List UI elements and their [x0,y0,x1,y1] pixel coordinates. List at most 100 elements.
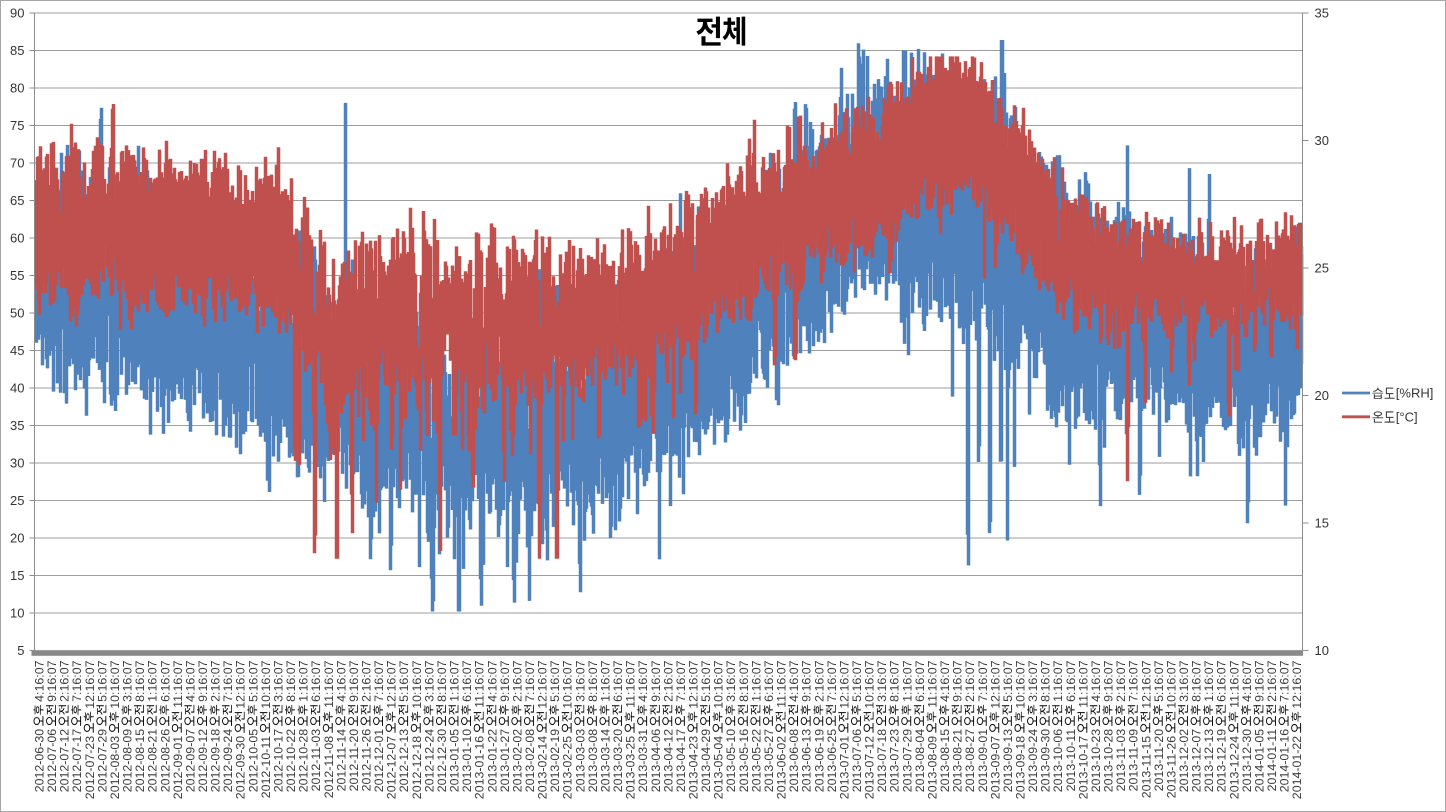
svg-text:12:16:072013-07-01: 12:16:072013-07-01 [837,660,851,799]
svg-text:5:16:072012-07-29: 5:16:072012-07-29 [95,660,109,792]
svg-text:6:16:072012-08-26: 6:16:072012-08-26 [158,660,172,792]
svg-text:9:16:072014-01-05: 9:16:072014-01-05 [1252,660,1266,792]
svg-text:50: 50 [10,306,24,321]
svg-text:5:16:072013-09-13: 5:16:072013-09-13 [1001,660,1015,792]
svg-text:6:16:072013-03-20: 6:16:072013-03-20 [611,660,625,792]
svg-text:6:16:072013-10-11: 6:16:072013-10-11 [1064,660,1078,791]
svg-text:12:16:072012-07-23: 12:16:072012-07-23 [83,660,97,799]
svg-text:11:16:072012-11-08: 11:16:072012-11-08 [322,660,336,798]
svg-text:11:16:072013-06-02: 11:16:072013-06-02 [775,660,789,799]
svg-text:1:16:072013-10-06: 1:16:072013-10-06 [1051,660,1065,792]
svg-text:6:16:072013-05-27: 6:16:072013-05-27 [762,660,776,792]
svg-text:5:16:072013-07-06: 5:16:072013-07-06 [850,660,864,792]
svg-text:15: 15 [10,568,24,583]
svg-text:8:16:072013-05-16: 8:16:072013-05-16 [737,660,751,792]
svg-text:7:16:072013-11-09: 7:16:072013-11-09 [1127,660,1141,791]
svg-text:5:16:072013-11-20: 5:16:072013-11-20 [1152,660,1166,791]
svg-text:3:16:072013-03-03: 3:16:072013-03-03 [573,660,587,792]
svg-text:90: 90 [10,6,24,21]
svg-text:4:16:072013-06-08: 4:16:072013-06-08 [787,660,801,792]
svg-text:9:16:072013-06-13: 9:16:072013-06-13 [800,660,814,792]
svg-text:8:16:072013-09-30: 8:16:072013-09-30 [1039,660,1053,792]
svg-text:5:16:072013-04-29: 5:16:072013-04-29 [699,660,713,792]
svg-text:35: 35 [1315,6,1329,21]
svg-text:2:16:072013-02-02: 2:16:072013-02-02 [510,660,524,792]
svg-text:25: 25 [10,493,24,508]
svg-text:8:16:072013-07-23: 8:16:072013-07-23 [888,660,902,792]
svg-text:25: 25 [1315,261,1329,276]
svg-text:12:16:072012-12-07: 12:16:072012-12-07 [385,660,399,799]
svg-text:11:16:072012-09-01: 11:16:072012-09-01 [171,660,185,799]
svg-text:6:16:072013-08-04: 6:16:072013-08-04 [913,660,927,792]
svg-text:9:16:072013-04-06: 9:16:072013-04-06 [649,660,663,792]
svg-text:2:16:072013-06-19: 2:16:072013-06-19 [812,660,826,792]
svg-text:1:16:072013-03-14: 1:16:072013-03-14 [599,660,613,792]
svg-text:30: 30 [10,456,24,471]
svg-text:6:16:072012-11-03: 6:16:072012-11-03 [309,660,323,791]
svg-text:6:16:072013-12-19: 6:16:072013-12-19 [1215,660,1229,792]
svg-text:9:16:072012-11-20: 9:16:072012-11-20 [347,660,361,791]
svg-text:5:16:072012-10-05: 5:16:072012-10-05 [246,660,260,792]
svg-text:2:16:072012-11-26: 2:16:072012-11-26 [360,660,374,791]
svg-text:4:16:072013-03-31: 4:16:072013-03-31 [636,660,650,792]
svg-text:10: 10 [10,606,24,621]
svg-text:6:16:072013-01-10: 6:16:072013-01-10 [460,660,474,792]
svg-text:12:16:072014-01-22: 12:16:072014-01-22 [1290,660,1304,799]
svg-text:1:16:072013-07-29: 1:16:072013-07-29 [900,660,914,792]
svg-text:11:16:072013-08-09: 11:16:072013-08-09 [925,660,939,799]
svg-text:11:16:072013-10-17: 11:16:072013-10-17 [1076,660,1090,799]
svg-text:10:16:072013-05-04: 10:16:072013-05-04 [712,660,726,799]
svg-text:15: 15 [1315,516,1329,531]
svg-text:80: 80 [10,81,24,96]
svg-text:3:16:072012-08-09: 3:16:072012-08-09 [121,660,135,792]
svg-text:9:16:072013-01-27: 9:16:072013-01-27 [498,660,512,792]
svg-text:7:16:072012-09-24: 7:16:072012-09-24 [221,660,235,792]
svg-text:20: 20 [10,531,24,546]
svg-text:8:16:072013-12-07: 8:16:072013-12-07 [1190,660,1204,792]
svg-text:10:16:072013-07-12: 10:16:072013-07-12 [863,660,877,799]
svg-text:2:16:072013-08-27: 2:16:072013-08-27 [963,660,977,792]
svg-text:9:16:072013-10-28: 9:16:072013-10-28 [1102,660,1116,792]
svg-text:4:16:072013-01-22: 4:16:072013-01-22 [485,660,499,792]
svg-text:[%RH]: [%RH] [1396,386,1434,401]
svg-text:1:16:072012-10-28: 1:16:072012-10-28 [297,660,311,792]
svg-text:40: 40 [10,381,24,396]
svg-text:7:16:072013-06-25: 7:16:072013-06-25 [825,660,839,792]
svg-text:11:16:072013-01-16: 11:16:072013-01-16 [473,660,487,799]
svg-text:10:16:072013-02-25: 10:16:072013-02-25 [561,660,575,799]
svg-text:3:16:072013-07-18: 3:16:072013-07-18 [875,660,889,792]
svg-text:8:16:072012-08-15: 8:16:072012-08-15 [133,660,147,792]
svg-text:[°C]: [°C] [1396,409,1418,424]
svg-text:2:16:072013-11-03: 2:16:072013-11-03 [1114,660,1128,791]
svg-text:7:16:072012-07-17: 7:16:072012-07-17 [70,660,84,792]
svg-text:8:16:072012-12-30: 8:16:072012-12-30 [435,660,449,792]
svg-text:7:16:072012-12-01: 7:16:072012-12-01 [372,660,386,792]
svg-text:2:16:072012-09-18: 2:16:072012-09-18 [209,660,223,792]
svg-text:5:16:072012-12-13: 5:16:072012-12-13 [397,660,411,792]
svg-text:55: 55 [10,268,24,283]
svg-text:4:16:072013-08-15: 4:16:072013-08-15 [938,660,952,792]
svg-text:7:16:072013-04-17: 7:16:072013-04-17 [674,660,688,792]
svg-text:12:16:072013-11-15: 12:16:072013-11-15 [1139,660,1153,798]
svg-text:85: 85 [10,43,24,58]
svg-text:70: 70 [10,156,24,171]
svg-text:75: 75 [10,118,24,133]
svg-text:10:16:072013-09-18: 10:16:072013-09-18 [1014,660,1028,799]
svg-text:5:16:072013-02-19: 5:16:072013-02-19 [548,660,562,792]
svg-text:60: 60 [10,231,24,246]
svg-text:1:16:072012-08-21: 1:16:072012-08-21 [146,660,160,792]
svg-text:35: 35 [10,418,24,433]
svg-text:4:16:072013-10-23: 4:16:072013-10-23 [1089,660,1103,792]
svg-text:11:16:072013-03-25: 11:16:072013-03-25 [624,660,638,799]
svg-text:7:16:072014-01-16: 7:16:072014-01-16 [1278,660,1292,792]
svg-text:3:16:072012-12-24: 3:16:072012-12-24 [422,660,436,792]
svg-text:9:16:072012-09-12: 9:16:072012-09-12 [196,660,210,792]
svg-text:12:16:072012-09-30: 12:16:072012-09-30 [234,660,248,799]
svg-text:8:16:072012-10-22: 8:16:072012-10-22 [284,660,298,792]
svg-text:9:16:072013-08-21: 9:16:072013-08-21 [951,660,965,792]
svg-text:65: 65 [10,193,24,208]
svg-text:10:16:072013-11-26: 10:16:072013-11-26 [1164,660,1178,798]
svg-text:10:16:072012-12-18: 10:16:072012-12-18 [410,660,424,799]
svg-text:12:16:072013-04-23: 12:16:072013-04-23 [687,660,701,799]
svg-text:45: 45 [10,343,24,358]
